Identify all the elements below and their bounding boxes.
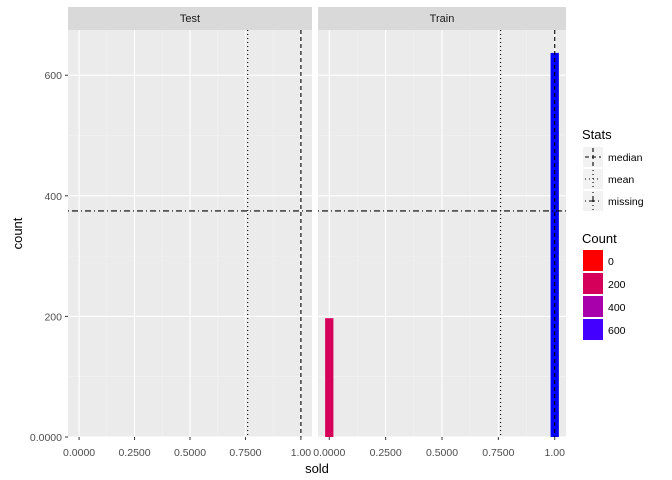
legend-label: 600	[608, 325, 626, 337]
legend-label: mean	[608, 174, 634, 186]
x-tick-label: 0.2500	[370, 447, 402, 459]
facet-strip	[318, 7, 566, 30]
legend-label: median	[608, 152, 643, 164]
x-tick-label: 0.0000	[313, 447, 345, 459]
legend-swatch	[583, 319, 603, 340]
legend-label: 0	[608, 256, 614, 268]
y-axis: 0.0000 200 400 600	[30, 70, 68, 444]
x-axis-title: sold	[305, 461, 329, 476]
facet-strip-label: Train	[430, 13, 455, 25]
legend-label: 400	[608, 302, 626, 314]
legend-stats: Stats median mean missing	[582, 127, 644, 211]
facet-strip	[68, 7, 312, 30]
legend-count: Count 0 200 400 600	[582, 231, 626, 340]
legend-label: 200	[608, 279, 626, 291]
legend-swatch	[583, 250, 603, 271]
histogram-bar	[550, 52, 559, 437]
legend-title: Count	[582, 231, 617, 246]
facet-panel-test: Test 0.0000 0.2500 0.5000 0.7500 1.00	[63, 7, 312, 459]
legend-swatch	[583, 296, 603, 317]
legend-label: missing	[608, 196, 644, 208]
y-tick-label: 200	[44, 311, 62, 323]
x-tick-label: 0.7500	[229, 447, 261, 459]
y-tick-label: 600	[44, 70, 62, 82]
y-axis-title: count	[10, 217, 25, 249]
facet-panel-train: Train 0.0000 0.2500 0.5000 0.7500 1.00	[313, 7, 566, 459]
facet-strip-label: Test	[180, 13, 200, 25]
x-tick-label: 0.7500	[482, 447, 514, 459]
legend-swatch	[583, 273, 603, 294]
x-tick-label: 1.00	[545, 447, 566, 459]
x-tick-label: 0.5000	[174, 447, 206, 459]
y-tick-label: 0.0000	[30, 432, 62, 444]
x-tick-label: 0.5000	[426, 447, 458, 459]
legend-title: Stats	[582, 127, 612, 142]
x-tick-label: 0.0000	[63, 447, 95, 459]
histogram-bar	[325, 318, 334, 437]
y-tick-label: 400	[44, 191, 62, 203]
x-tick-label: 1.00	[291, 447, 312, 459]
x-tick-label: 0.2500	[118, 447, 150, 459]
